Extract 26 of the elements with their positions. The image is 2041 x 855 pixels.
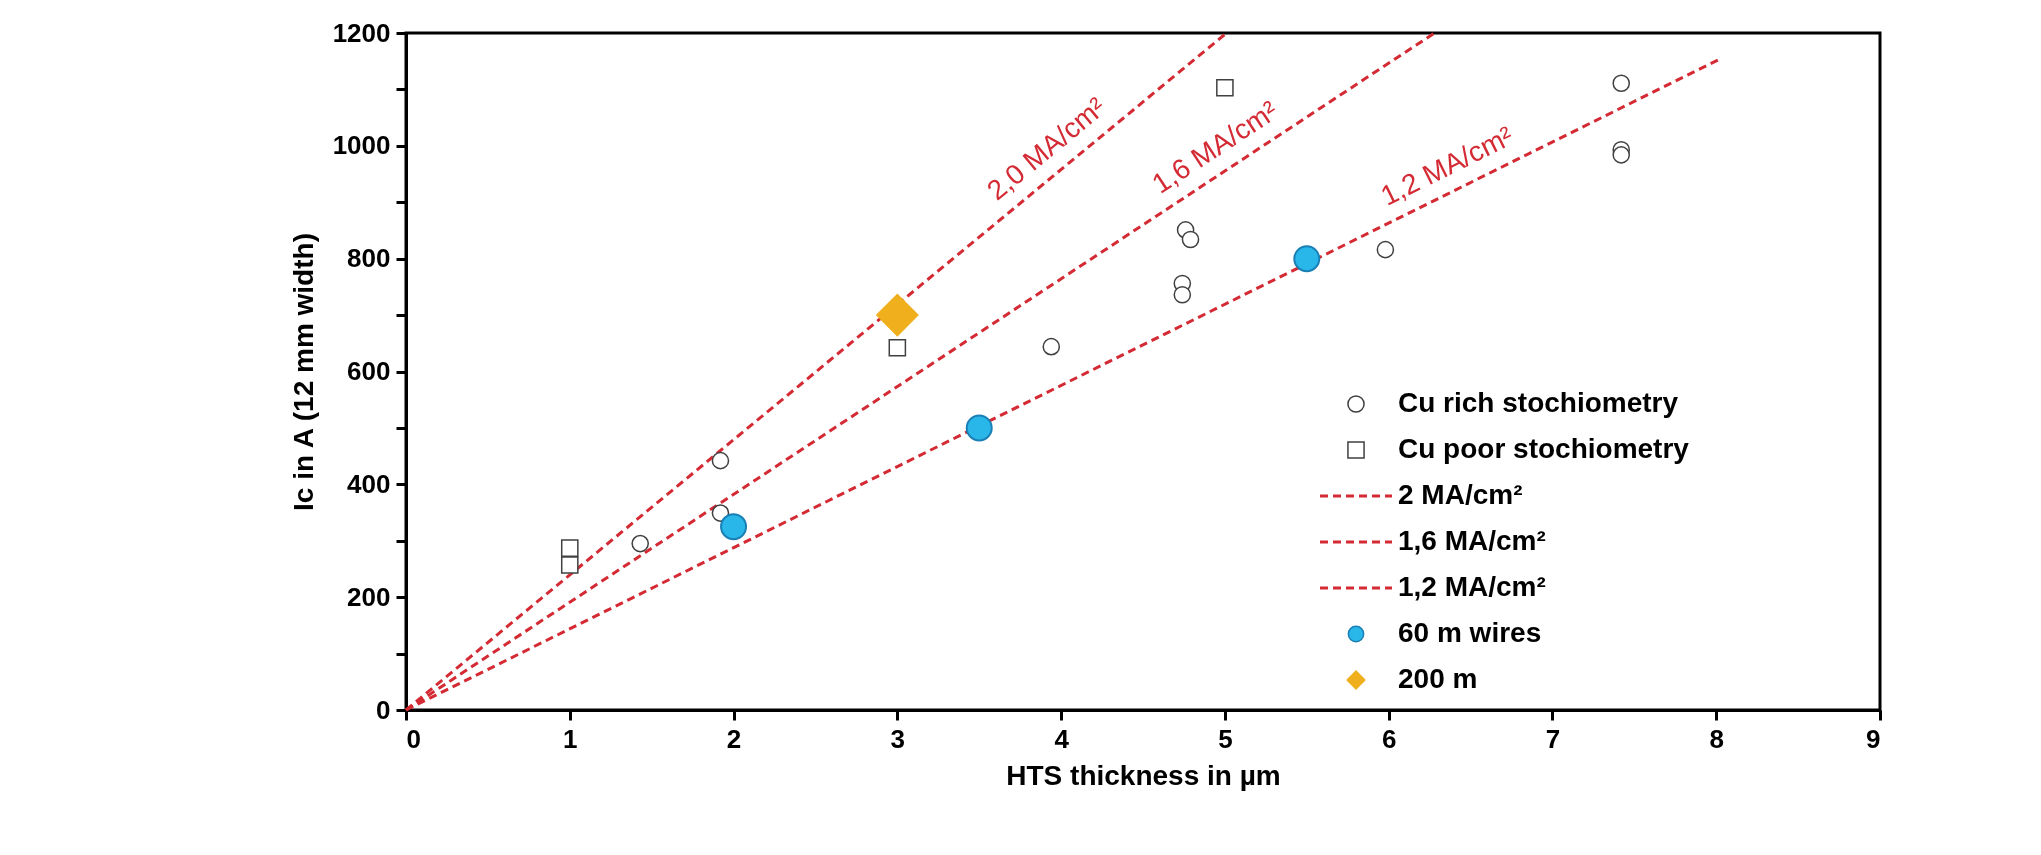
legend-label: Cu poor stochiometry (1398, 433, 1690, 464)
legend-label: 1,2 MA/cm² (1398, 571, 1546, 602)
y-tick-label: 200 (347, 581, 391, 612)
x-tick-label: 6 (1381, 723, 1397, 754)
x-tick-label: 5 (1218, 723, 1233, 754)
legend-label: 2 MA/cm² (1398, 479, 1523, 510)
legend-label: 200 m (1398, 663, 1478, 694)
y-tick-label: 600 (347, 356, 391, 386)
y-tick-label: 1000 (332, 130, 391, 161)
x-tick-label: 2 (726, 723, 742, 754)
x-tick-label: 7 (1545, 723, 1561, 754)
x-tick-label: 9 (1866, 723, 1881, 754)
legend-label: Cu rich stochiometry (1398, 387, 1679, 418)
legend-label: 1,6 MA/cm² (1398, 525, 1546, 556)
x-tick-label: 0 (406, 723, 421, 754)
y-tick-label: 0 (376, 694, 391, 725)
x-axis-title: HTS thickness in µm (1006, 759, 1281, 791)
y-tick-label: 400 (347, 468, 391, 499)
x-tick-label: 3 (890, 723, 906, 754)
x-tick-label: 8 (1709, 723, 1724, 754)
y-axis-title: Ic in A (12 mm width) (287, 233, 319, 511)
x-tick-label: 1 (563, 723, 578, 754)
y-tick-label: 1200 (332, 17, 391, 48)
y-tick-label: 800 (347, 243, 391, 274)
x-tick-label: 4 (1054, 723, 1070, 754)
legend-label: 60 m wires (1398, 617, 1542, 648)
